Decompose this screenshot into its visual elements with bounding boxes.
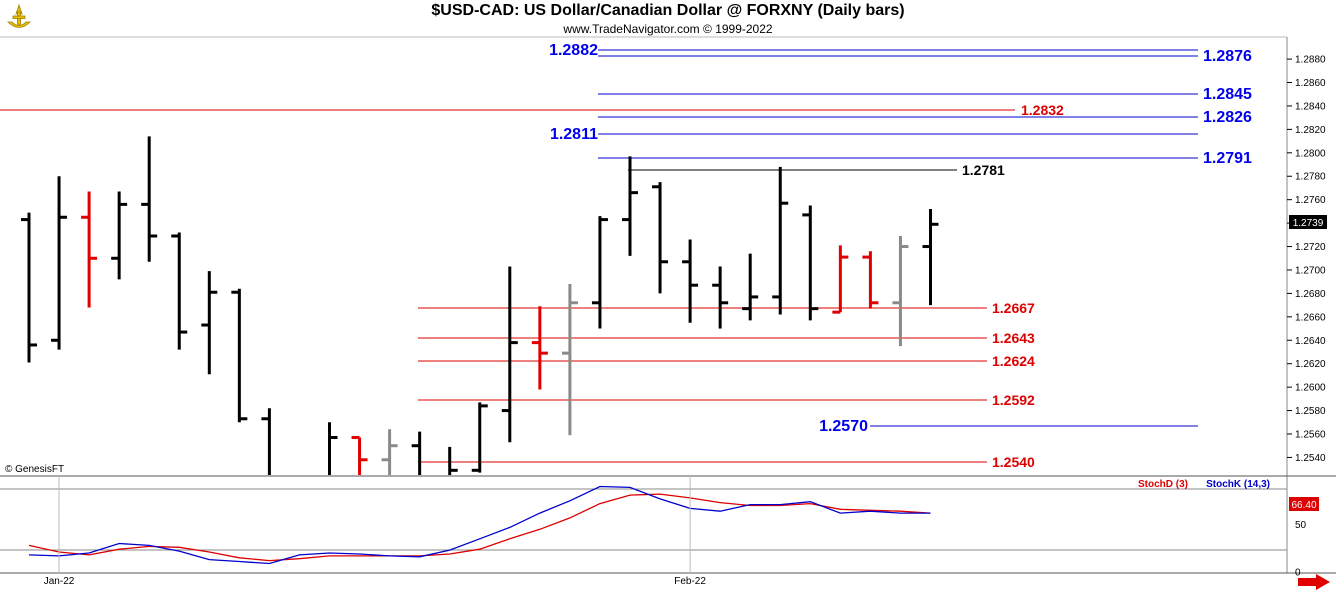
ohlc-bar — [922, 209, 939, 306]
ohlc-bar — [862, 251, 879, 309]
price-tick-label: 1.2840 — [1295, 101, 1326, 112]
price-tick-label: 1.2780 — [1295, 172, 1326, 183]
level-lines: 1.2882 1.2876 1.2845 1.2832 1.2826 1.2811 1.27… — [0, 42, 1252, 470]
level-label: 1.2592 — [992, 392, 1035, 408]
level-label: 1.2540 — [992, 454, 1035, 470]
ohlc-bar — [448, 446, 458, 475]
level-label: 1.2826 — [1203, 109, 1252, 126]
copyright: © GenesisFT — [5, 464, 64, 475]
level-label: 1.2876 — [1203, 48, 1252, 65]
level-label: 1.2667 — [992, 300, 1035, 316]
ohlc-bar — [291, 489, 307, 578]
price-tick-label: 1.2720 — [1295, 242, 1326, 253]
ohlc-bar — [501, 266, 518, 443]
price-tick-label: 1.2620 — [1295, 359, 1326, 370]
price-tick-label: 1.2660 — [1295, 312, 1326, 323]
ohlc-bar — [742, 253, 759, 321]
level-label: 1.2781 — [962, 162, 1005, 178]
level-label: 1.2845 — [1203, 86, 1252, 103]
level-label: 1.2570 — [819, 418, 868, 435]
ohlc-bar — [892, 235, 909, 347]
stoch-tick-label: 50 — [1295, 520, 1307, 531]
ohlc-bar — [81, 191, 98, 308]
last-price-value: 1.2739 — [1293, 218, 1324, 229]
level-label: 1.2811 — [550, 126, 598, 143]
level-label: 1.2791 — [1203, 150, 1252, 167]
ohlc-bar — [328, 422, 338, 475]
level-label: 1.2882 — [549, 42, 598, 59]
ohlc-bar — [111, 191, 128, 280]
chart-title: $USD-CAD: US Dollar/Canadian Dollar @ FO… — [431, 2, 905, 19]
ohlc-bar — [171, 232, 188, 350]
price-tick-label: 1.2700 — [1295, 265, 1326, 276]
price-tick-label: 1.2680 — [1295, 289, 1326, 300]
ohlc-bar — [531, 306, 548, 390]
stoch-d-line — [28, 493, 931, 562]
ohlc-bar — [772, 166, 789, 315]
price-tick-label: 1.2880 — [1295, 55, 1326, 66]
ohlc-bar — [682, 239, 699, 323]
price-tick-label: 1.2760 — [1295, 195, 1326, 206]
price-tick-label: 1.2820 — [1295, 125, 1326, 136]
ohlc-bar — [411, 431, 422, 475]
stoch-tick-label: 0 — [1295, 568, 1301, 579]
level-label: 1.2832 — [1021, 102, 1064, 118]
stoch-k-line — [28, 485, 931, 565]
trade-navigator-logo — [4, 2, 34, 39]
level-label: 1.2624 — [992, 353, 1035, 369]
date-axis: Jan-22 Feb-22 — [44, 476, 706, 587]
ohlc-bar — [622, 156, 638, 256]
ohlc-bar — [21, 212, 37, 363]
ohlc-bar — [802, 205, 819, 321]
price-bars — [21, 136, 939, 578]
ohlc-bar — [712, 266, 729, 329]
ohlc-bar — [51, 176, 68, 350]
stoch-value-badge — [1289, 497, 1319, 511]
stoch-value: 66.40 — [1291, 500, 1316, 511]
price-tick-label: 1.2540 — [1295, 453, 1326, 464]
last-price-badge — [1289, 215, 1327, 229]
price-tick-label: 1.2580 — [1295, 406, 1326, 417]
ohlc-bar — [261, 408, 271, 475]
date-label: Feb-22 — [674, 576, 706, 587]
ohlc-bar — [471, 402, 488, 473]
date-label: Jan-22 — [44, 576, 75, 587]
ohlc-bar — [561, 284, 578, 436]
ohlc-bar — [201, 271, 218, 375]
price-tick-label: 1.2800 — [1295, 148, 1326, 159]
stochastic-panel: 50 0 — [28, 485, 1307, 579]
ohlc-bar — [381, 429, 398, 475]
price-tick-label: 1.2600 — [1295, 383, 1326, 394]
price-tick-label: 1.2860 — [1295, 78, 1326, 89]
red-arrow-right-icon[interactable] — [1298, 574, 1330, 590]
price-tick-label: 1.2640 — [1295, 336, 1326, 347]
ohlc-bar — [351, 436, 368, 475]
ohlc-bar — [652, 182, 669, 294]
level-label: 1.2643 — [992, 330, 1035, 346]
price-axis: 1.2540 1.2560 1.2580 1.2600 1.2620 1.2640 1.26… — [1287, 55, 1326, 464]
stoch-d-legend: StochD (3) — [1138, 479, 1188, 490]
stoch-k-legend: StochK (14,3) — [1206, 479, 1270, 490]
chart-subtitle: www.TradeNavigator.com © 1999-2022 — [563, 22, 773, 36]
price-tick-label: 1.2560 — [1295, 429, 1326, 440]
ohlc-bar — [832, 245, 849, 314]
ohlc-bar — [141, 136, 158, 262]
ohlc-bar — [231, 288, 248, 423]
ohlc-bar — [591, 216, 608, 329]
